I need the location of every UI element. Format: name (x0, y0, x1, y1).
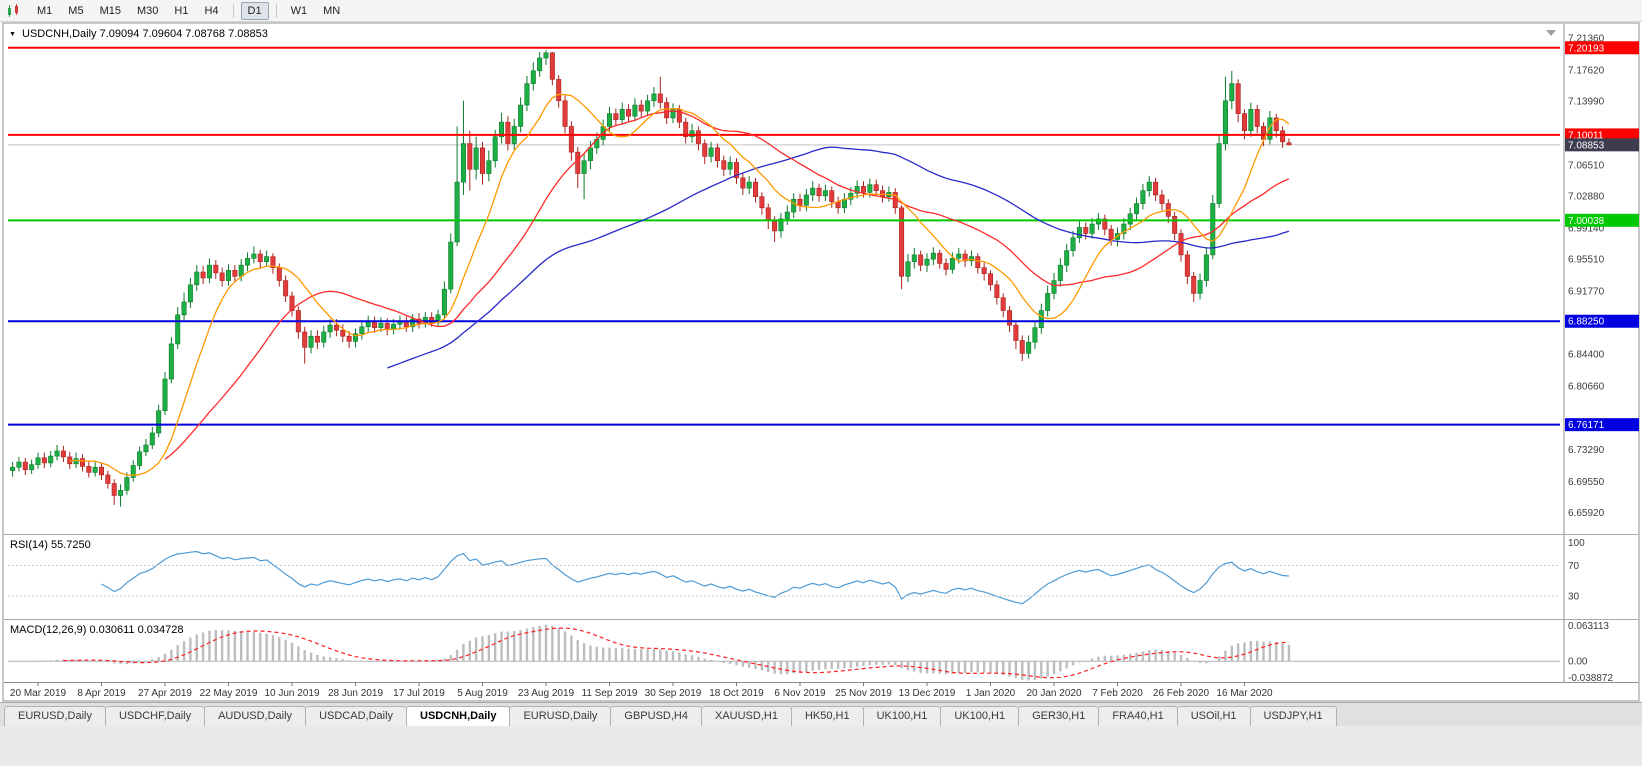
svg-text:7.10011: 7.10011 (1568, 130, 1604, 141)
chart-tab[interactable]: USDCAD,Daily (305, 706, 408, 726)
date-axis-label: 13 Dec 2019 (899, 688, 956, 699)
price-badge (1565, 314, 1639, 328)
chart-tab[interactable]: EURUSD,Daily (4, 706, 106, 726)
date-axis-label: 5 Aug 2019 (457, 688, 508, 699)
price-axis-label: 6.69550 (1568, 477, 1605, 488)
chart-canvas[interactable]: 7.21360 7.17620 7.13990 7.06510 7.02880 6.991… (0, 22, 1642, 702)
timeframe-button-m30[interactable]: M30 (136, 4, 159, 17)
timeframe-button-h4[interactable]: H4 (204, 4, 219, 17)
timeframe-buttons: M1 M5 M15 M30 H1 H4 D1 W1 MN (30, 1, 347, 20)
svg-text:7.00038: 7.00038 (1568, 216, 1605, 227)
timeframe-toolbar: M1 M5 M15 M30 H1 H4 D1 W1 MN (0, 0, 1642, 22)
date-axis-label: 8 Apr 2019 (77, 688, 126, 699)
date-axis-label: 22 May 2019 (200, 688, 258, 699)
date-axis-label: 23 Aug 2019 (518, 688, 575, 699)
svg-text:7.08853: 7.08853 (1568, 140, 1605, 151)
moving-averages-layer (69, 93, 1290, 476)
price-axis-label: 6.73290 (1568, 445, 1605, 456)
macd-axis-label: 0.063113 (1568, 621, 1609, 632)
date-axis-label: 27 Apr 2019 (138, 688, 192, 699)
rsi-axis-label: 30 (1568, 592, 1580, 603)
rsi-layer (101, 550, 1289, 605)
horizontal-lines (8, 46, 1560, 426)
date-axis-label: 17 Jul 2019 (393, 688, 445, 699)
chart-tab[interactable]: GER30,H1 (1018, 706, 1100, 726)
price-axis-label: 7.02880 (1568, 191, 1605, 202)
rsi-axis-label: 100 (1568, 538, 1585, 549)
svg-text:7.20193: 7.20193 (1568, 43, 1605, 54)
date-axis-label: 11 Sep 2019 (582, 688, 638, 699)
timeframe-button-mn[interactable]: MN (323, 4, 341, 17)
date-axis-label: 20 Jan 2020 (1026, 688, 1081, 699)
price-axis-label: 6.91770 (1568, 287, 1605, 298)
price-axis-label: 6.65920 (1568, 508, 1605, 519)
date-axis-label: 26 Feb 2020 (1153, 688, 1210, 699)
macd-layer (8, 624, 1560, 681)
chart-tab[interactable]: FRA40,H1 (1098, 706, 1178, 726)
macd-indicator-label: MACD(12,26,9) 0.030611 0.034728 (10, 624, 184, 636)
chart-tab[interactable]: UK100,H1 (940, 706, 1020, 726)
date-axis-label: 7 Feb 2020 (1092, 688, 1143, 699)
chart-ohlc-values: 7.09094 7.09604 7.08768 7.08853 (99, 28, 268, 40)
price-axis-label: 7.17620 (1568, 65, 1605, 76)
chart-tab[interactable]: USOil,H1 (1176, 706, 1251, 726)
price-axis-label: 7.21360 (1568, 33, 1605, 44)
timeframe-button-m15[interactable]: M15 (99, 4, 121, 17)
price-badge (1565, 138, 1639, 152)
date-axis-label: 25 Nov 2019 (835, 688, 892, 699)
date-axis-label: 6 Nov 2019 (774, 688, 826, 699)
svg-text:6.76171: 6.76171 (1568, 420, 1605, 431)
chart-tab[interactable]: USDCHF,Daily (104, 706, 206, 726)
price-axis-label: 6.99140 (1568, 224, 1605, 235)
chart-tab[interactable]: HK50,H1 (790, 706, 864, 726)
price-badge (1565, 213, 1639, 227)
price-axis-label: 7.13990 (1568, 96, 1605, 107)
timeframe-button-h1[interactable]: H1 (174, 4, 189, 17)
timeframe-button-w1[interactable]: W1 (290, 4, 308, 17)
price-axis-label: 6.80660 (1568, 382, 1605, 393)
price-axis-label: 6.84400 (1568, 350, 1605, 361)
timeframe-button-d1[interactable]: D1 (240, 1, 269, 20)
timeframe-button-m5[interactable]: M5 (68, 4, 84, 17)
date-axis-label: 18 Oct 2019 (709, 688, 764, 699)
chart-shift-marker (1546, 30, 1556, 36)
svg-text:6.88250: 6.88250 (1568, 317, 1605, 328)
price-axis-label: 7.06510 (1568, 160, 1605, 171)
chart-title: ▼ USDCNH,Daily 7.09094 7.09604 7.08768 7… (9, 28, 268, 40)
date-axis-label: 28 Jun 2019 (328, 688, 383, 699)
chart-window: 7.21360 7.17620 7.13990 7.06510 7.02880 6.991… (0, 22, 1642, 702)
toolbar-separator (275, 3, 277, 18)
date-axis-label: 16 Mar 2020 (1216, 688, 1273, 699)
timeframe-button-m1[interactable]: M1 (37, 4, 53, 17)
price-axis-label: 6.95510 (1568, 255, 1605, 266)
chart-tab[interactable]: AUDUSD,Daily (204, 706, 307, 726)
chart-symbol-period: USDCNH,Daily (22, 28, 97, 40)
price-badge (1565, 418, 1639, 432)
macd-axis-label: -0.038872 (1568, 673, 1613, 684)
chart-tab[interactable]: USDJPY,H1 (1249, 706, 1337, 726)
collapse-triangle-icon[interactable]: ▼ (9, 31, 16, 38)
chart-tabs-bar: EURUSD,Daily USDCHF,Daily AUDUSD,Daily USDC… (0, 702, 1642, 726)
date-axis-label: 30 Sep 2019 (645, 688, 702, 699)
date-axis-label: 1 Jan 2020 (966, 688, 1016, 699)
chart-tab[interactable]: USDCNH,Daily (406, 706, 511, 726)
price-badge (1565, 128, 1639, 142)
chart-icon (6, 3, 22, 18)
chart-tab[interactable]: EURUSD,Daily (509, 706, 612, 726)
chart-tab[interactable]: XAUUSD,H1 (700, 706, 792, 726)
rsi-indicator-label: RSI(14) 55.7250 (10, 539, 91, 551)
chart-tab[interactable]: GBPUSD,H4 (610, 706, 702, 726)
rsi-axis-label: 70 (1568, 561, 1580, 572)
macd-axis-label: 0.00 (1568, 657, 1588, 668)
date-axis-label: 10 Jun 2019 (264, 688, 319, 699)
date-axis-label: 20 Mar 2019 (10, 688, 67, 699)
chart-tab[interactable]: UK100,H1 (862, 706, 942, 726)
status-area (0, 726, 1642, 766)
toolbar-separator (232, 3, 234, 18)
price-badge (1565, 41, 1639, 55)
